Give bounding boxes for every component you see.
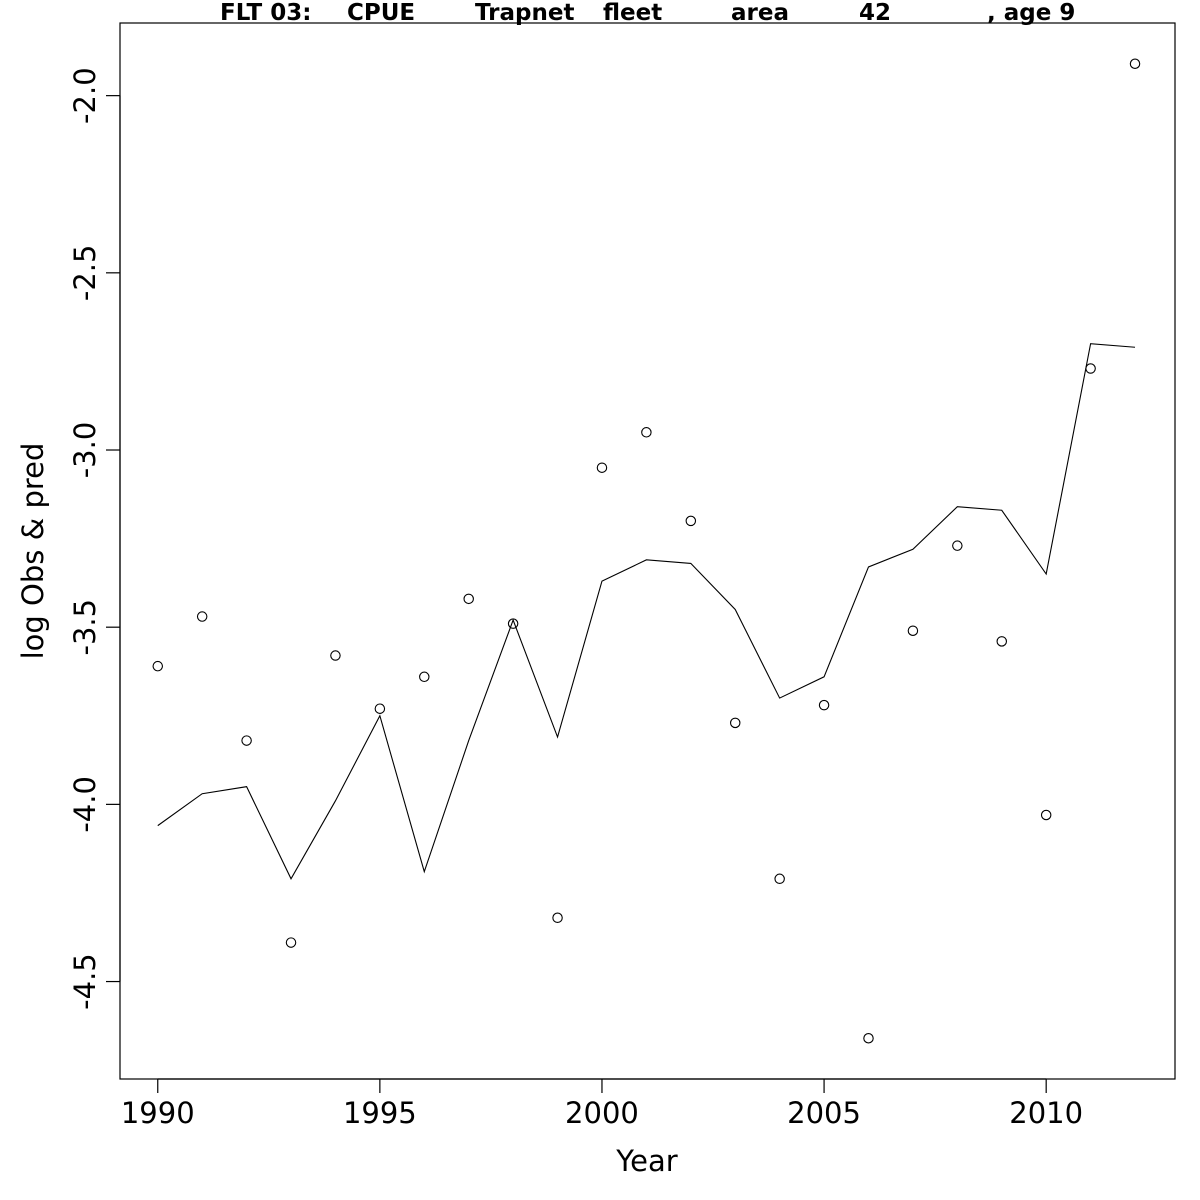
- observed-point: [1129, 58, 1141, 70]
- title-word: FLT 03:: [220, 0, 311, 26]
- observed-point: [641, 427, 652, 438]
- title-word: 42: [859, 0, 891, 26]
- title-word: Trapnet: [475, 0, 574, 26]
- observed-point: [952, 540, 963, 551]
- y-axis-title: log Obs & pred: [16, 443, 50, 660]
- y-tick-label: -3.0: [68, 422, 102, 479]
- observed-point: [463, 593, 474, 605]
- observed-point: [996, 636, 1008, 647]
- observed-series: [152, 58, 1141, 1044]
- observed-point: [285, 937, 297, 948]
- observed-point: [1040, 809, 1052, 821]
- title-word: , age 9: [987, 0, 1075, 26]
- plot-frame: [119, 22, 1176, 1080]
- title-word: CPUE: [347, 0, 415, 26]
- title-word: fleet: [603, 0, 662, 26]
- observed-point: [863, 1032, 874, 1044]
- y-tick-label: -4.5: [68, 953, 102, 1010]
- x-tick-label: 2005: [787, 1096, 861, 1130]
- observed-point: [374, 703, 386, 714]
- observed-point: [729, 717, 741, 729]
- y-tick-label: -4.0: [68, 776, 102, 833]
- y-tick-label: -2.0: [68, 67, 102, 124]
- observed-point: [152, 660, 164, 672]
- y-tick-label: -3.5: [68, 599, 102, 656]
- y-axis: -2.0 -2.5 -3.0 -3.5 -4.0 -4.5: [68, 67, 121, 1010]
- observed-point: [596, 462, 608, 473]
- x-tick-label: 2010: [1009, 1096, 1083, 1130]
- x-tick-label: 2000: [565, 1096, 639, 1130]
- observed-point: [552, 912, 563, 924]
- observed-point: [241, 735, 252, 746]
- observed-point: [1085, 363, 1096, 374]
- observed-point: [419, 671, 430, 683]
- title-word: area: [731, 0, 789, 26]
- observed-point: [507, 618, 519, 629]
- predicted-series: [157, 343, 1136, 880]
- observed-point: [818, 699, 830, 711]
- x-tick-label: 1995: [343, 1096, 417, 1130]
- predicted-line: [157, 343, 1136, 880]
- observed-point: [330, 650, 341, 661]
- observed-point: [907, 625, 919, 636]
- x-axis-title: Year: [615, 1144, 677, 1178]
- observed-point: [774, 873, 785, 885]
- x-tick-label: 1990: [121, 1096, 195, 1130]
- y-tick-label: -2.5: [68, 245, 102, 302]
- observed-point: [196, 611, 208, 622]
- chart-title: FLT 03: CPUE Trapnet fleet area 42 , age 9: [220, 0, 1075, 26]
- observed-point: [685, 515, 697, 527]
- x-axis: 1990 1995 2000 2005 2010: [121, 1078, 1083, 1130]
